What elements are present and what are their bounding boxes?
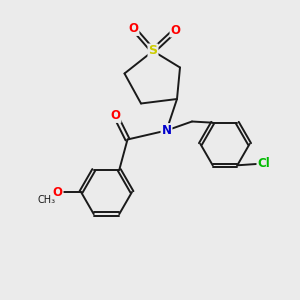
Text: CH₃: CH₃ [38,195,56,206]
Text: S: S [148,44,158,58]
Text: O: O [110,109,121,122]
Text: N: N [161,124,172,137]
Text: O: O [52,185,63,199]
Text: Cl: Cl [257,157,270,170]
Text: O: O [128,22,139,35]
Text: O: O [170,23,181,37]
